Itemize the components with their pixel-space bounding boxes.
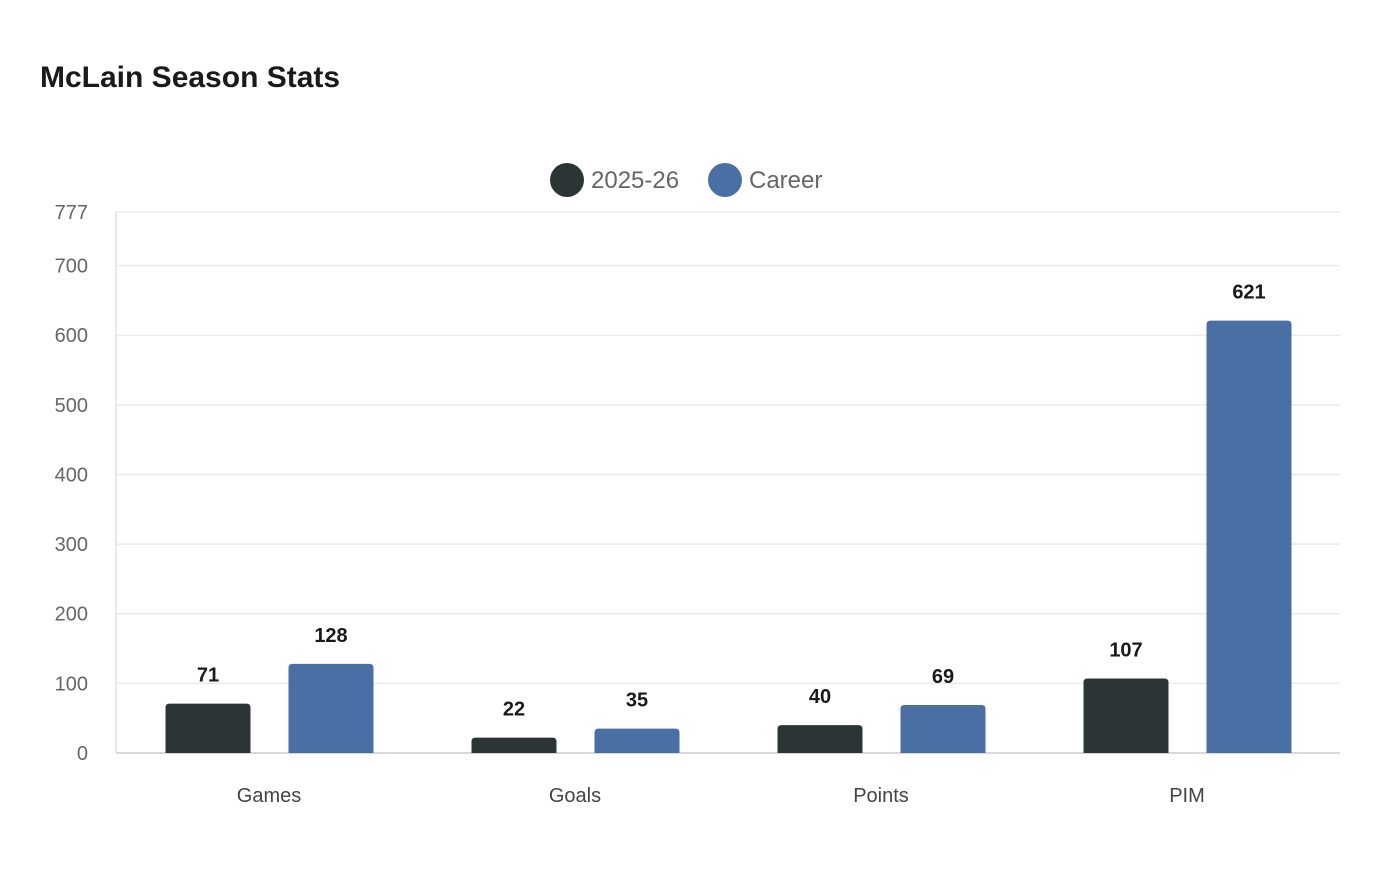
x-tick-label: Points <box>853 785 909 807</box>
y-tick-label: 200 <box>55 604 88 626</box>
y-tick-label: 600 <box>55 325 88 347</box>
data-label: 22 <box>503 699 525 721</box>
chart-title: McLain Season Stats <box>40 61 341 94</box>
x-tick-label: Games <box>237 785 301 807</box>
data-label: 35 <box>626 690 648 712</box>
y-tick-label: 100 <box>55 673 88 695</box>
y-tick-label: 700 <box>55 256 88 278</box>
bar-2025-26-points <box>777 725 863 753</box>
x-tick-label: PIM <box>1169 785 1205 807</box>
x-tick-label: Goals <box>549 785 601 807</box>
legend-label: Career <box>749 167 822 194</box>
bar-career-games <box>288 663 374 753</box>
data-label: 128 <box>314 625 347 647</box>
data-label: 621 <box>1232 282 1265 304</box>
bar-2025-26-games <box>165 703 251 753</box>
bar-career-pim <box>1206 320 1292 753</box>
legend-label: 2025-26 <box>591 167 679 194</box>
bar-career-goals <box>594 728 680 753</box>
y-tick-label: 300 <box>55 534 88 556</box>
y-tick-label: 777 <box>55 202 88 224</box>
legend-marker-2025-26 <box>550 163 584 197</box>
y-tick-label: 500 <box>55 395 88 417</box>
bar-2025-26-goals <box>471 737 557 753</box>
data-label: 107 <box>1109 639 1142 661</box>
legend-marker-career <box>708 163 742 197</box>
data-label: 40 <box>809 686 831 708</box>
data-label: 69 <box>932 666 954 688</box>
bar-2025-26-pim <box>1083 678 1169 753</box>
y-tick-label: 0 <box>77 743 88 765</box>
bar-career-points <box>900 704 986 753</box>
data-label: 71 <box>197 665 219 687</box>
y-tick-label: 400 <box>55 464 88 486</box>
